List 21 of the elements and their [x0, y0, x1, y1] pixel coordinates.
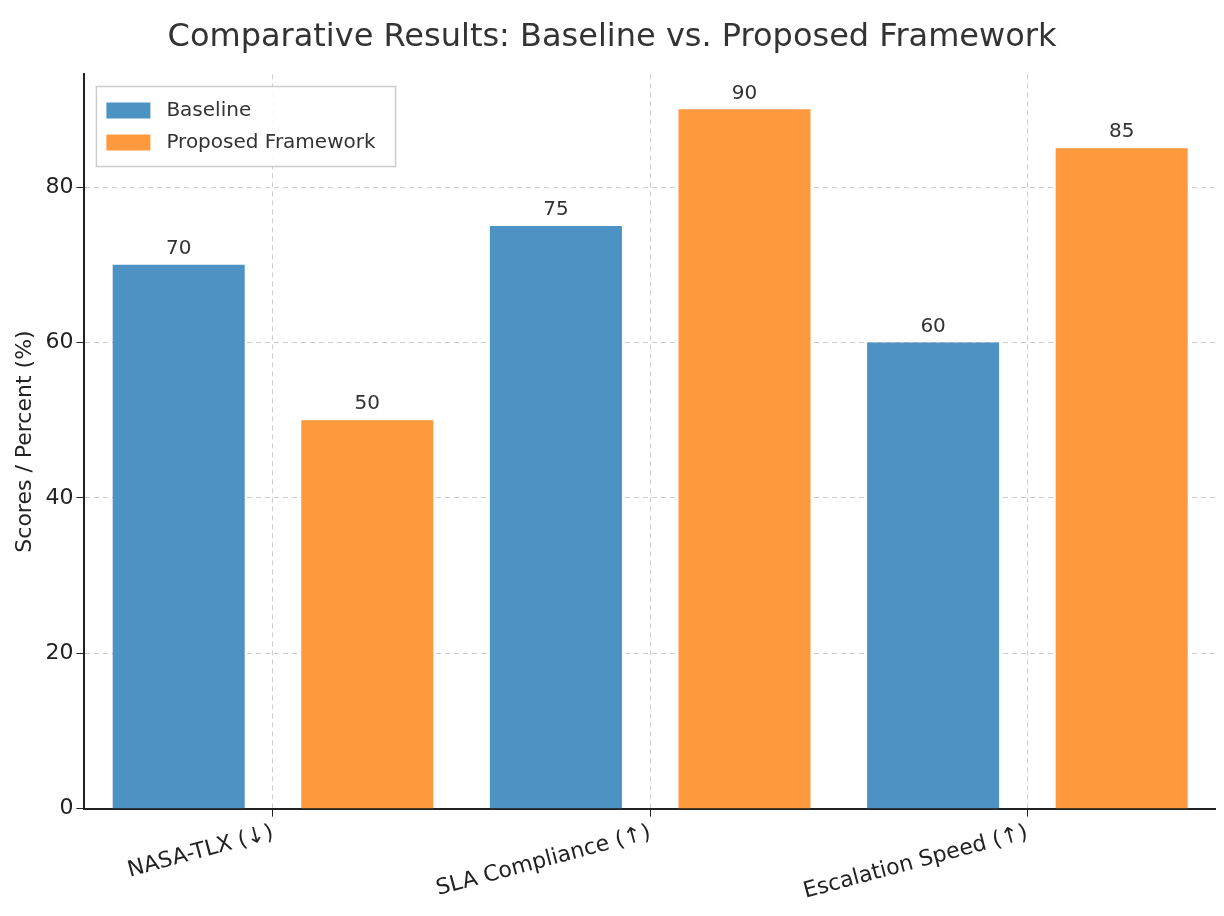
y-tick-label: 80	[45, 172, 74, 198]
data-label: 85	[1108, 118, 1135, 143]
data-label: 75	[543, 196, 569, 221]
legend-label: Baseline	[166, 96, 252, 121]
data-label: 90	[731, 79, 758, 104]
y-axis-title: Scores / Percent (%)	[10, 330, 36, 553]
data-label: 50	[354, 390, 381, 415]
chart-title: Comparative Results: Baseline vs. Proposed Framework	[167, 15, 1057, 54]
y-tick-label: 20	[45, 638, 74, 664]
bar	[489, 225, 622, 809]
bar	[301, 420, 434, 809]
y-tick-label: 40	[45, 483, 74, 509]
bar	[1055, 148, 1188, 809]
legend-label: Proposed Framework	[166, 128, 376, 153]
y-tick-label: 60	[45, 328, 74, 354]
y-tick-label: 0	[59, 794, 74, 820]
data-label: 70	[165, 234, 192, 259]
bar	[867, 342, 1000, 809]
data-label: 60	[920, 312, 946, 337]
bar	[112, 264, 245, 809]
bar	[678, 109, 811, 809]
